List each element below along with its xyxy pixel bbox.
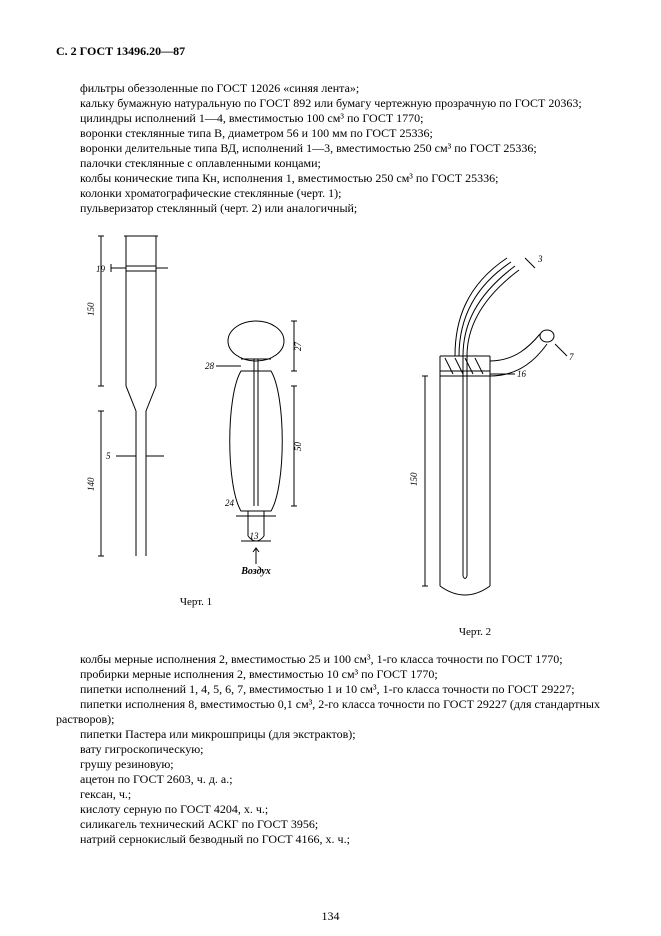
list-item: палочки стеклянные с оплавленными концам… — [56, 156, 605, 171]
dim-label: 50 — [293, 442, 303, 452]
dim-label: 27 — [293, 342, 303, 352]
dim-label: 24 — [225, 498, 235, 508]
list-item: пульверизатор стеклянный (черт. 2) или а… — [56, 201, 605, 216]
dim-label: 16 — [517, 369, 527, 379]
list-item: фильтры обеззоленные по ГОСТ 12026 «синя… — [56, 81, 605, 96]
figure-2: 3 7 16 150 Черт. 2 — [345, 226, 605, 640]
list-item: воронки стеклянные типа В, диаметром 56 … — [56, 126, 605, 141]
top-paragraphs: фильтры обеззоленные по ГОСТ 12026 «синя… — [56, 81, 605, 216]
dim-label: 140 — [86, 477, 96, 491]
figure-1-caption: Черт. 1 — [56, 596, 336, 610]
dim-label: 5 — [106, 451, 111, 461]
list-item: пробирки мерные исполнения 2, вместимост… — [56, 667, 605, 682]
list-item: колбы мерные исполнения 2, вместимостью … — [56, 652, 605, 667]
dim-label: 3 — [537, 254, 543, 264]
list-item: гексан, ч.; — [56, 787, 605, 802]
bottom-paragraphs: колбы мерные исполнения 2, вместимостью … — [56, 652, 605, 847]
dim-label: 150 — [409, 472, 419, 486]
dim-label: 13 — [250, 531, 260, 541]
figure-1: 19 150 5 140 — [56, 226, 336, 610]
list-item: цилиндры исполнений 1—4, вместимостью 10… — [56, 111, 605, 126]
dim-label: 7 — [569, 352, 574, 362]
list-item: пипетки Пастера или микрошприцы (для экс… — [56, 727, 605, 742]
figure-2-caption: Черт. 2 — [345, 626, 605, 640]
list-item: колонки хроматографические стеклянные (ч… — [56, 186, 605, 201]
air-label: Воздух — [240, 566, 270, 577]
list-item: силикагель технический АСКГ по ГОСТ 3956… — [56, 817, 605, 832]
list-item: натрий сернокислый безводный по ГОСТ 416… — [56, 832, 605, 847]
page-number: 134 — [0, 909, 661, 924]
figure-1-svg: 19 150 5 140 — [56, 226, 336, 586]
list-item: кальку бумажную натуральную по ГОСТ 892 … — [56, 96, 605, 111]
dim-label: 150 — [86, 302, 96, 316]
list-item: ацетон по ГОСТ 2603, ч. д. а.; — [56, 772, 605, 787]
list-item: грушу резиновую; — [56, 757, 605, 772]
dim-label: 28 — [205, 361, 215, 371]
list-item: воронки делительные типа ВД, исполнений … — [56, 141, 605, 156]
list-item: колбы конические типа Кн, исполнения 1, … — [56, 171, 605, 186]
figures-row: 19 150 5 140 — [56, 226, 605, 640]
list-item: кислоту серную по ГОСТ 4204, х. ч.; — [56, 802, 605, 817]
figure-2-svg: 3 7 16 150 — [355, 226, 595, 616]
list-item: пипетки исполнения 8, вместимостью 0,1 с… — [56, 697, 605, 727]
list-item: вату гигроскопическую; — [56, 742, 605, 757]
page-header: С. 2 ГОСТ 13496.20—87 — [56, 44, 605, 59]
page: С. 2 ГОСТ 13496.20—87 фильтры обеззоленн… — [0, 0, 661, 936]
list-item: пипетки исполнений 1, 4, 5, 6, 7, вмести… — [56, 682, 605, 697]
